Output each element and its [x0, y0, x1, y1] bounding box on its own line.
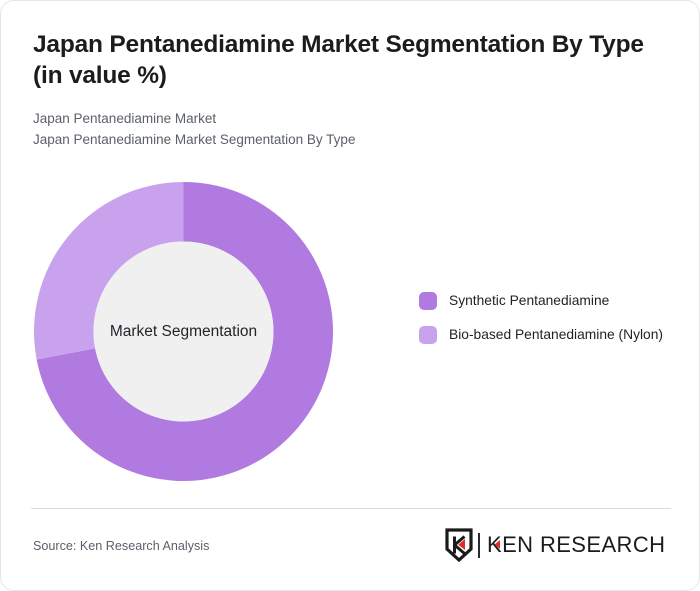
chart-legend: Synthetic Pentanediamine Bio-based Penta… [419, 291, 669, 359]
legend-item-synthetic-pentanediamine[interactable]: Synthetic Pentanediamine [419, 291, 669, 311]
legend-label: Bio-based Pentanediamine (Nylon) [449, 327, 663, 342]
donut-chart: Market Segmentation [34, 182, 333, 481]
donut-svg [34, 182, 333, 481]
source-text: Source: Ken Research Analysis [33, 539, 210, 553]
legend-swatch-icon [419, 292, 437, 310]
chart-header: Japan Pentanediamine Market Segmentation… [33, 29, 669, 150]
subtitle-market: Japan Pentanediamine Market [33, 111, 217, 126]
subtitle-segmentation: Japan Pentanediamine Market Segmentation… [33, 132, 356, 147]
svg-text:KEN RESEARCH: KEN RESEARCH [487, 532, 665, 557]
donut-slice-bio-based-pentanediamine[interactable] [34, 182, 184, 360]
footer-divider [31, 508, 671, 509]
ken-research-shield-icon [445, 528, 473, 562]
page-title: Japan Pentanediamine Market Segmentation… [33, 31, 644, 89]
chart-area: Market Segmentation Synthetic Pentanedia… [1, 169, 699, 489]
brand-separator [478, 532, 480, 558]
donut-hole [93, 241, 274, 422]
subtitle-group: Japan Pentanediamine Market Japan Pentan… [33, 108, 669, 150]
chart-footer: Source: Ken Research Analysis KEN RESEAR… [1, 509, 699, 590]
brand-logo: KEN RESEARCH [445, 526, 673, 564]
ken-research-wordmark: KEN RESEARCH [487, 532, 665, 557]
donut-slice-synthetic-pentanediamine[interactable] [36, 182, 333, 481]
legend-swatch-icon [419, 326, 437, 344]
legend-label: Synthetic Pentanediamine [449, 293, 610, 308]
legend-item-bio-based-pentanediamine[interactable]: Bio-based Pentanediamine (Nylon) [419, 325, 669, 345]
